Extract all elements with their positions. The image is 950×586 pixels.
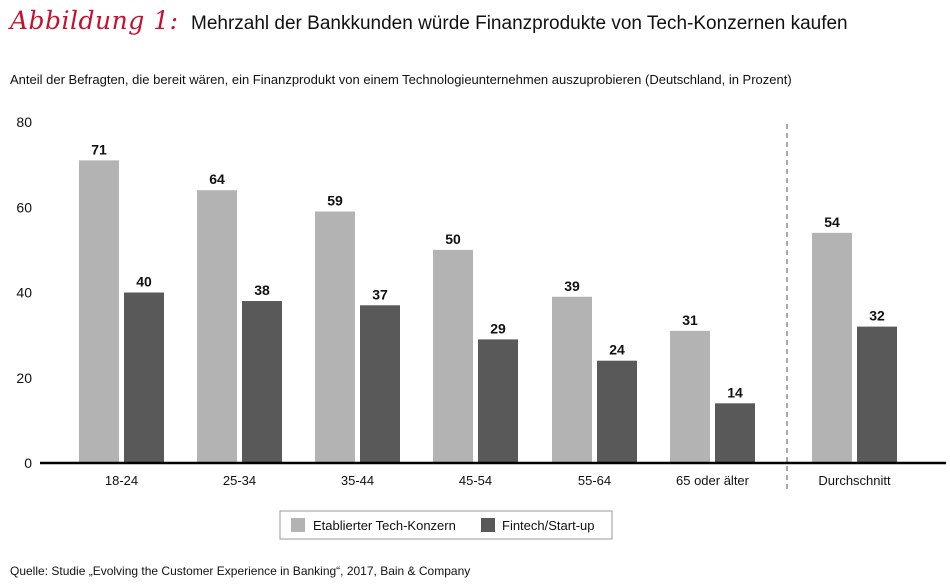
- x-category-label: 18-24: [105, 473, 138, 488]
- legend-label-fintech: Fintech/Start-up: [502, 518, 595, 533]
- bar-value-label: 24: [609, 342, 625, 358]
- bar-value-label: 64: [209, 171, 225, 187]
- legend-label-tech-konzern: Etablierter Tech-Konzern: [313, 518, 456, 533]
- chart-title: Mehrzahl der Bankkunden würde Finanzprod…: [191, 13, 848, 34]
- bar-value-label: 31: [682, 312, 698, 328]
- bar-value-label: 50: [445, 231, 461, 247]
- y-tick-label: 20: [16, 370, 32, 386]
- bar-fintech-1: [242, 301, 282, 463]
- legend-box: [279, 510, 613, 540]
- bar-value-label: 37: [372, 286, 388, 302]
- bar-tech-konzern-3: [433, 249, 473, 463]
- bar-fintech-2: [360, 305, 400, 463]
- y-tick-label: 60: [16, 199, 32, 215]
- chart-subtitle: Anteil der Befragten, die bereit wären, …: [10, 72, 792, 87]
- bar-fintech-5: [715, 403, 755, 463]
- bar-value-label: 32: [869, 308, 885, 324]
- x-category-label: 25-34: [223, 473, 256, 488]
- y-tick-label: 0: [24, 455, 32, 471]
- bar-value-label: 38: [254, 282, 270, 298]
- bar-value-label: 59: [327, 193, 343, 209]
- bar-value-label: 14: [727, 384, 743, 400]
- x-category-label: 55-64: [578, 473, 611, 488]
- bar-tech-konzern-4: [552, 296, 592, 463]
- bar-tech-konzern-2: [315, 211, 355, 463]
- y-tick-label: 80: [16, 114, 32, 130]
- bar-tech-konzern-6: [812, 232, 852, 463]
- legend-swatch-fintech: [481, 518, 495, 532]
- x-category-label: 35-44: [341, 473, 374, 488]
- bar-fintech-0: [124, 292, 164, 463]
- bar-fintech-4: [597, 360, 637, 463]
- bar-tech-konzern-0: [79, 160, 119, 464]
- bar-tech-konzern-1: [197, 190, 237, 463]
- bar-value-label: 40: [136, 274, 152, 290]
- bar-value-label: 54: [824, 214, 840, 230]
- x-category-label: 65 oder älter: [676, 473, 750, 488]
- legend-swatch-tech-konzern: [291, 518, 305, 532]
- figure-header: Abbildung 1: Mehrzahl der Bankkunden wür…: [10, 6, 848, 35]
- x-category-label: 45-54: [459, 473, 492, 488]
- bar-fintech-3: [478, 339, 518, 463]
- x-category-label: Durchschnitt: [818, 473, 891, 488]
- figure-label: Abbildung 1:: [10, 6, 179, 35]
- bar-value-label: 71: [91, 141, 107, 157]
- y-tick-label: 40: [16, 285, 32, 301]
- bar-value-label: 29: [490, 320, 506, 336]
- source-note: Quelle: Studie „Evolving the Customer Ex…: [10, 564, 471, 578]
- bar-tech-konzern-5: [670, 330, 710, 463]
- bar-fintech-6: [857, 326, 897, 463]
- bar-value-label: 39: [564, 278, 580, 294]
